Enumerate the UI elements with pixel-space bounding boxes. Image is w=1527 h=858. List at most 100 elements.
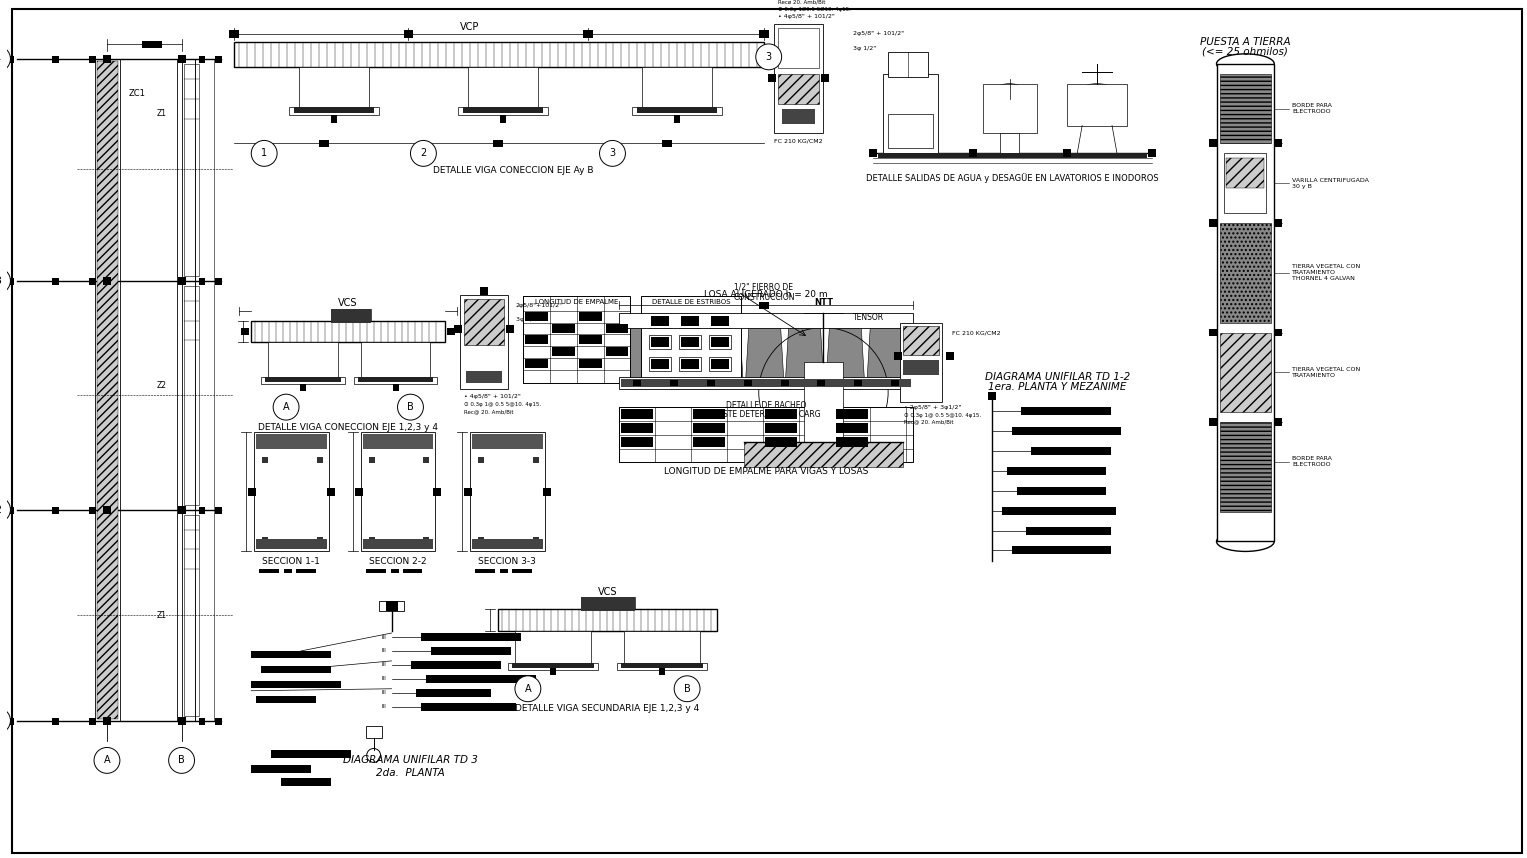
Bar — [464, 487, 472, 496]
Bar — [1226, 159, 1264, 188]
Bar — [89, 278, 96, 285]
Bar — [319, 141, 328, 148]
Ellipse shape — [512, 501, 524, 512]
Text: Z1: Z1 — [157, 109, 166, 118]
Circle shape — [663, 88, 670, 95]
Bar — [363, 540, 434, 549]
Circle shape — [695, 88, 702, 95]
Bar — [621, 409, 654, 419]
Bar — [354, 487, 363, 496]
Bar — [423, 536, 429, 542]
Ellipse shape — [279, 456, 298, 468]
Bar — [252, 321, 446, 342]
Ellipse shape — [386, 456, 405, 468]
Ellipse shape — [362, 523, 379, 535]
Text: DETALLE VIGA CONECCION EJE 1,2,3 y 4: DETALLE VIGA CONECCION EJE 1,2,3 y 4 — [258, 422, 438, 432]
Bar — [988, 392, 996, 400]
Bar — [447, 328, 455, 335]
Text: ZC1: ZC1 — [128, 89, 145, 98]
Circle shape — [292, 354, 302, 365]
Circle shape — [341, 88, 348, 95]
Bar — [1067, 84, 1127, 125]
Bar — [458, 106, 548, 115]
Bar — [296, 570, 316, 573]
Bar — [261, 378, 345, 384]
Circle shape — [0, 708, 11, 734]
Bar — [98, 61, 118, 719]
Circle shape — [0, 268, 11, 293]
Text: 1era. PLANTA Y MEZANIME: 1era. PLANTA Y MEZANIME — [988, 382, 1127, 392]
Circle shape — [168, 747, 194, 773]
Bar — [177, 277, 186, 285]
Bar — [354, 378, 437, 384]
Bar — [712, 316, 728, 325]
Ellipse shape — [255, 486, 273, 498]
Circle shape — [554, 642, 563, 652]
Bar — [1017, 486, 1106, 495]
Circle shape — [397, 354, 406, 365]
Circle shape — [385, 354, 394, 365]
Bar — [892, 380, 899, 386]
Ellipse shape — [516, 518, 528, 529]
Bar — [837, 437, 869, 447]
Bar — [52, 278, 60, 285]
Bar — [403, 30, 414, 38]
Ellipse shape — [493, 536, 507, 547]
Bar — [466, 372, 502, 384]
Bar — [360, 432, 435, 552]
Bar — [583, 30, 592, 38]
Bar — [499, 115, 505, 123]
Bar — [525, 360, 548, 368]
Ellipse shape — [1073, 84, 1121, 113]
Bar — [606, 323, 629, 333]
Circle shape — [600, 141, 626, 166]
Bar — [620, 378, 913, 390]
Bar — [269, 342, 337, 378]
Circle shape — [397, 394, 423, 420]
Text: 3φ 1/2": 3φ 1/2" — [516, 317, 539, 322]
Bar — [177, 716, 186, 725]
Bar — [89, 717, 96, 725]
Polygon shape — [785, 328, 823, 378]
Circle shape — [542, 642, 551, 652]
Bar — [423, 457, 429, 462]
Bar — [621, 423, 654, 433]
Bar — [215, 507, 223, 514]
Bar — [768, 74, 776, 82]
Bar — [391, 570, 399, 573]
Text: (<= 25 ohmilos): (<= 25 ohmilos) — [1202, 47, 1289, 57]
Bar — [386, 601, 397, 611]
Bar — [1220, 422, 1272, 511]
Bar — [759, 30, 768, 38]
Ellipse shape — [518, 464, 531, 475]
Bar — [803, 362, 843, 442]
Bar — [365, 726, 382, 738]
Circle shape — [684, 88, 692, 95]
Bar — [102, 716, 111, 725]
Bar — [252, 680, 341, 688]
Circle shape — [515, 676, 541, 702]
Bar — [680, 313, 701, 328]
Circle shape — [565, 642, 576, 652]
Circle shape — [351, 88, 360, 95]
Bar — [257, 540, 327, 549]
Text: 3: 3 — [765, 51, 771, 62]
Bar — [95, 59, 121, 721]
Bar — [472, 540, 542, 549]
Bar — [365, 570, 386, 573]
Text: FC 210 KG/CM2: FC 210 KG/CM2 — [953, 330, 1002, 335]
Circle shape — [252, 141, 276, 166]
Text: AJUSTE DETERMINADO CARG: AJUSTE DETERMINADO CARG — [710, 409, 822, 419]
Circle shape — [316, 354, 325, 365]
Bar — [782, 109, 815, 124]
Ellipse shape — [473, 524, 487, 535]
Bar — [652, 316, 669, 325]
Bar — [1026, 527, 1112, 535]
Text: DETALLE VIGA SECUNDARIA EJE 1,2,3 y 4: DETALLE VIGA SECUNDARIA EJE 1,2,3 y 4 — [516, 704, 699, 713]
Bar — [368, 536, 374, 542]
Bar — [199, 278, 206, 285]
Text: B: B — [684, 684, 690, 694]
Bar — [1208, 219, 1217, 227]
Bar — [525, 335, 548, 344]
Bar — [693, 437, 725, 447]
